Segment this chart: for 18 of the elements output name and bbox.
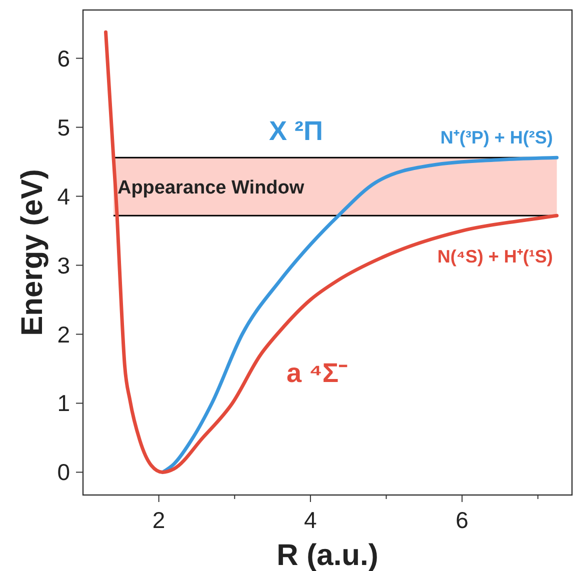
y-tick-label: 3 — [57, 252, 70, 278]
y-tick-label: 2 — [57, 321, 70, 348]
annotation: N(⁴S) + H⁺(¹S) — [437, 246, 553, 267]
text: X ²Π — [269, 116, 323, 146]
annotation: N⁺(³P) + H(²S) — [440, 128, 553, 148]
y-tick-label: 4 — [57, 183, 70, 210]
y-tick-label: 1 — [57, 390, 70, 416]
x-tick-label: 6 — [456, 507, 468, 533]
band-label: Appearance Window — [117, 178, 304, 199]
y-axis-title: Energy (eV) — [16, 169, 49, 336]
series-label: a ⁴Σ⁻ — [286, 358, 348, 388]
y-tick-label: 0 — [57, 459, 70, 486]
y-tick-label: 5 — [57, 114, 70, 140]
x-tick-label: 2 — [152, 507, 166, 533]
y-tick-label: 6 — [57, 45, 70, 72]
x-tick-label: 4 — [304, 507, 318, 533]
x-axis-title: R (a.u.) — [276, 539, 378, 571]
line-series — [104, 30, 559, 474]
